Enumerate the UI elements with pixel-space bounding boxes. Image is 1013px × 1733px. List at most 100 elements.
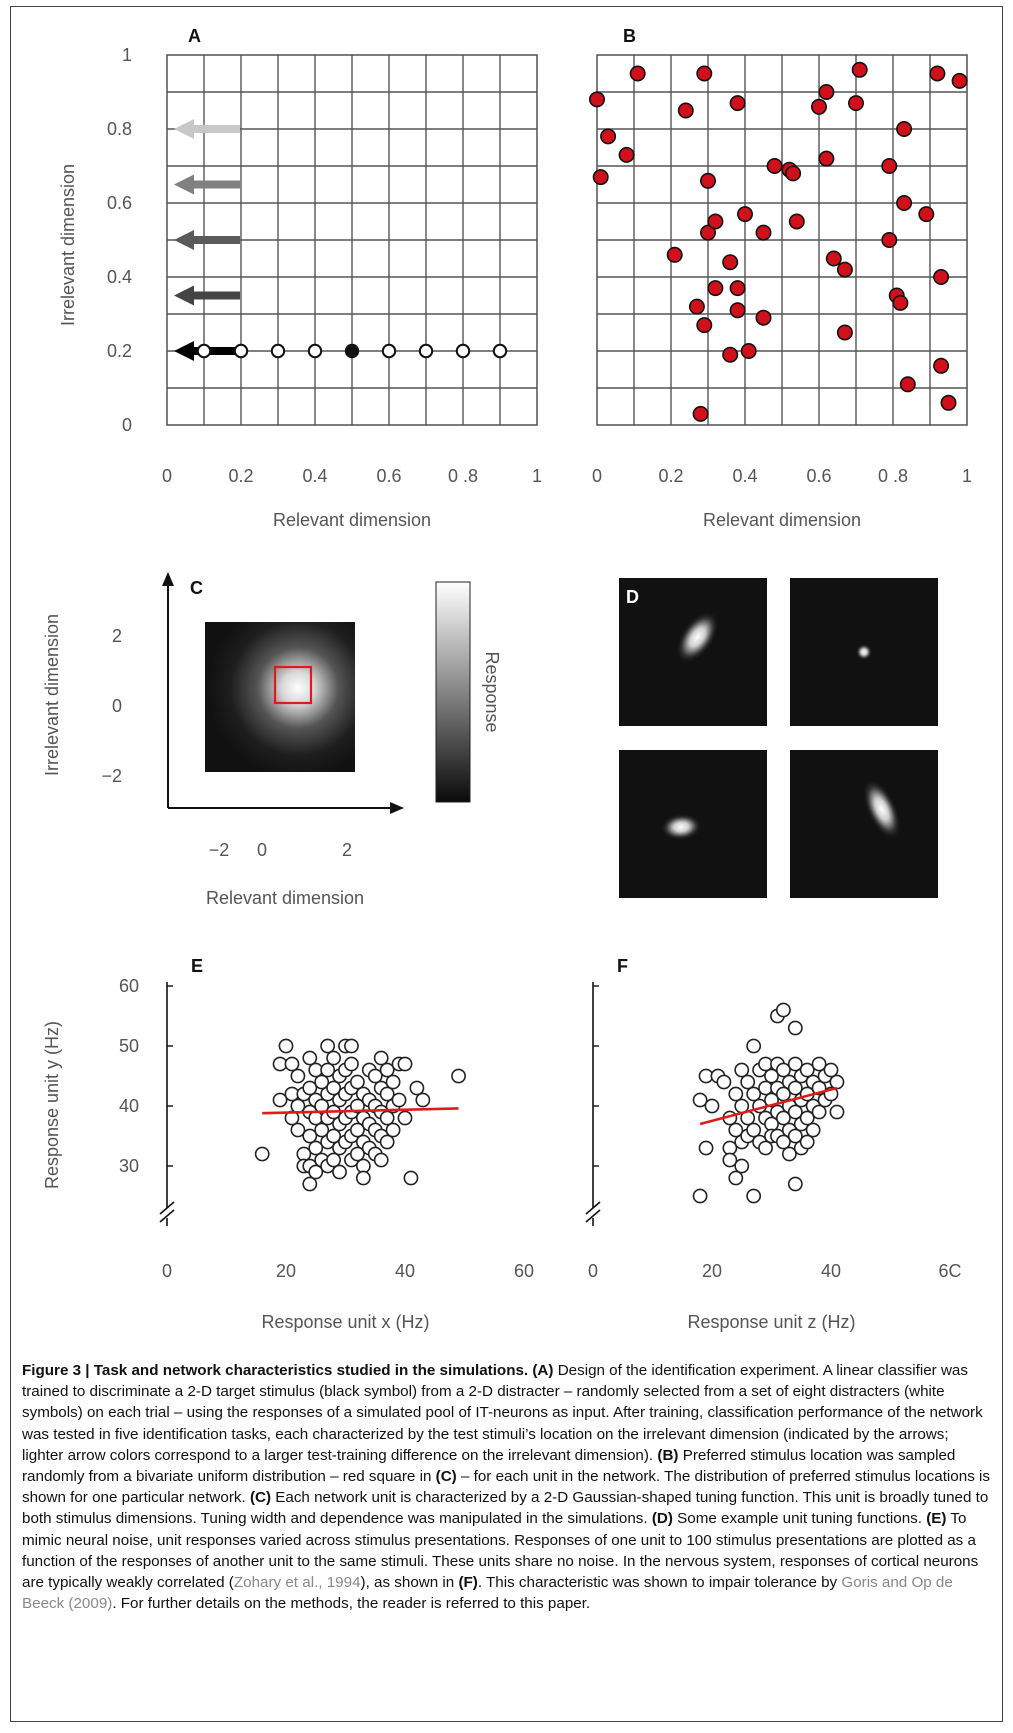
panel-c-label: C xyxy=(190,578,203,598)
response-point xyxy=(320,1062,336,1078)
preferred-location-point xyxy=(736,206,753,223)
x-tick-label: 0.2 xyxy=(658,466,683,486)
distracter-point xyxy=(233,343,249,359)
panel-f: F 0 20 40 6C Response unit z (Hz) xyxy=(585,956,962,1332)
x-tick-label: 0.4 xyxy=(732,466,757,486)
response-point xyxy=(781,1146,797,1162)
preferred-location-point xyxy=(688,298,705,315)
panel-f-axis-break-mark xyxy=(585,1201,601,1215)
reference-link-zohary[interactable]: Zohary et al., 1994 xyxy=(233,1574,361,1592)
response-point xyxy=(704,1098,720,1114)
caption-text-e1: To mimic neural noise, unit responses va… xyxy=(22,1510,979,1592)
x-axis-label: Relevant dimension xyxy=(703,510,861,530)
colorbar-label: Response xyxy=(482,651,502,732)
response-point xyxy=(746,1188,762,1204)
y-tick-label: 30 xyxy=(119,1156,139,1176)
response-point xyxy=(734,1158,750,1174)
response-point xyxy=(344,1038,359,1054)
caption-tag-a: (A) xyxy=(532,1362,554,1379)
y-tick-label: 0.6 xyxy=(107,193,132,213)
x-tick-label: 2 xyxy=(342,840,352,860)
arrow-0-head xyxy=(174,341,194,361)
x-tick-label: 1 xyxy=(532,466,542,486)
preferred-location-point xyxy=(707,213,724,230)
response-point xyxy=(355,1170,371,1186)
response-point xyxy=(272,1092,288,1108)
caption-text-b2: – for each unit in the network. The dist… xyxy=(22,1468,990,1507)
response-point xyxy=(302,1050,318,1066)
preferred-location-point xyxy=(696,317,713,334)
preferred-location-point xyxy=(881,232,898,249)
response-point xyxy=(385,1074,401,1090)
response-point xyxy=(829,1104,845,1120)
preferred-location-point xyxy=(836,324,853,341)
panel-e-label: E xyxy=(191,956,203,976)
response-point xyxy=(787,1128,803,1144)
distracter-point xyxy=(492,343,508,359)
preferred-location-point xyxy=(600,128,617,145)
caption-ref-f: (F) xyxy=(458,1574,478,1592)
preferred-location-point xyxy=(788,213,805,230)
caption-tag-d: (D) xyxy=(651,1510,673,1528)
preferred-region-marker xyxy=(273,665,313,705)
x-tick-label: 0.6 xyxy=(806,466,831,486)
preferred-location-point xyxy=(729,280,746,297)
response-point xyxy=(787,1080,803,1096)
response-point xyxy=(349,1074,365,1090)
preferred-location-point xyxy=(692,405,709,422)
response-point xyxy=(326,1050,341,1066)
response-point xyxy=(290,1068,306,1084)
response-point xyxy=(692,1092,708,1108)
response-point xyxy=(379,1086,395,1102)
preferred-location-point xyxy=(825,250,842,267)
response-point xyxy=(308,1164,324,1180)
preferred-location-point xyxy=(722,346,739,363)
response-point xyxy=(823,1062,839,1078)
x-axis-label: Relevant dimension xyxy=(273,510,431,530)
preferred-location-point xyxy=(818,84,835,101)
caption-tag-c: (C) xyxy=(249,1489,272,1507)
arrow-2-shaft xyxy=(190,236,240,244)
preferred-location-point xyxy=(896,195,913,212)
x-tick-label: 0 xyxy=(588,1261,598,1281)
x-tick-label: 40 xyxy=(821,1261,841,1281)
x-tick-label: 0 .8 xyxy=(448,466,478,486)
response-point xyxy=(397,1056,413,1072)
response-point xyxy=(722,1152,738,1168)
preferred-location-point xyxy=(696,65,713,82)
distracter-point xyxy=(381,343,397,359)
response-point xyxy=(829,1074,845,1090)
target-point xyxy=(344,343,360,359)
response-point xyxy=(805,1122,821,1138)
response-point xyxy=(746,1038,762,1054)
panel-a: A 0 0.2 0.4 0.6 0 .8 1 1 0.8 0.6 0.4 0.2 0 Relevant d… xyxy=(58,26,542,530)
preferred-location-point xyxy=(810,98,827,115)
caption-tag-e: (E) xyxy=(926,1510,947,1528)
preferred-location-point xyxy=(666,246,683,263)
response-point xyxy=(746,1122,762,1138)
response-point xyxy=(776,1002,791,1018)
preferred-location-point xyxy=(592,169,609,186)
panel-b-label: B xyxy=(623,26,636,46)
panel-d-label: D xyxy=(626,587,639,607)
reference-link-goris[interactable]: Goris and Op de Beeck (2009) xyxy=(22,1574,953,1613)
x-tick-label: 0 .8 xyxy=(878,466,908,486)
arrow-0-shaft xyxy=(190,347,240,355)
preferred-location-point xyxy=(699,172,716,189)
preferred-location-point xyxy=(707,280,724,297)
x-tick-label: 1 xyxy=(962,466,972,486)
preferred-location-point xyxy=(851,61,868,78)
response-point xyxy=(728,1122,744,1138)
distracter-point xyxy=(307,343,323,359)
response-point xyxy=(379,1062,395,1078)
caption-text-e3: . This characteristic was shown to impai… xyxy=(477,1574,842,1592)
x-tick-label: 0 xyxy=(592,466,602,486)
arrow-2-head xyxy=(174,230,194,250)
caption-title: Figure 3 | Task and network characterist… xyxy=(22,1362,529,1379)
y-tick-label: 0.8 xyxy=(107,119,132,139)
x-axis-label: Response unit x (Hz) xyxy=(261,1312,429,1332)
preferred-location-point xyxy=(929,65,946,82)
arrow-3-shaft xyxy=(190,180,240,189)
preferred-location-point xyxy=(899,376,916,393)
y-tick-label: 50 xyxy=(119,1036,139,1056)
